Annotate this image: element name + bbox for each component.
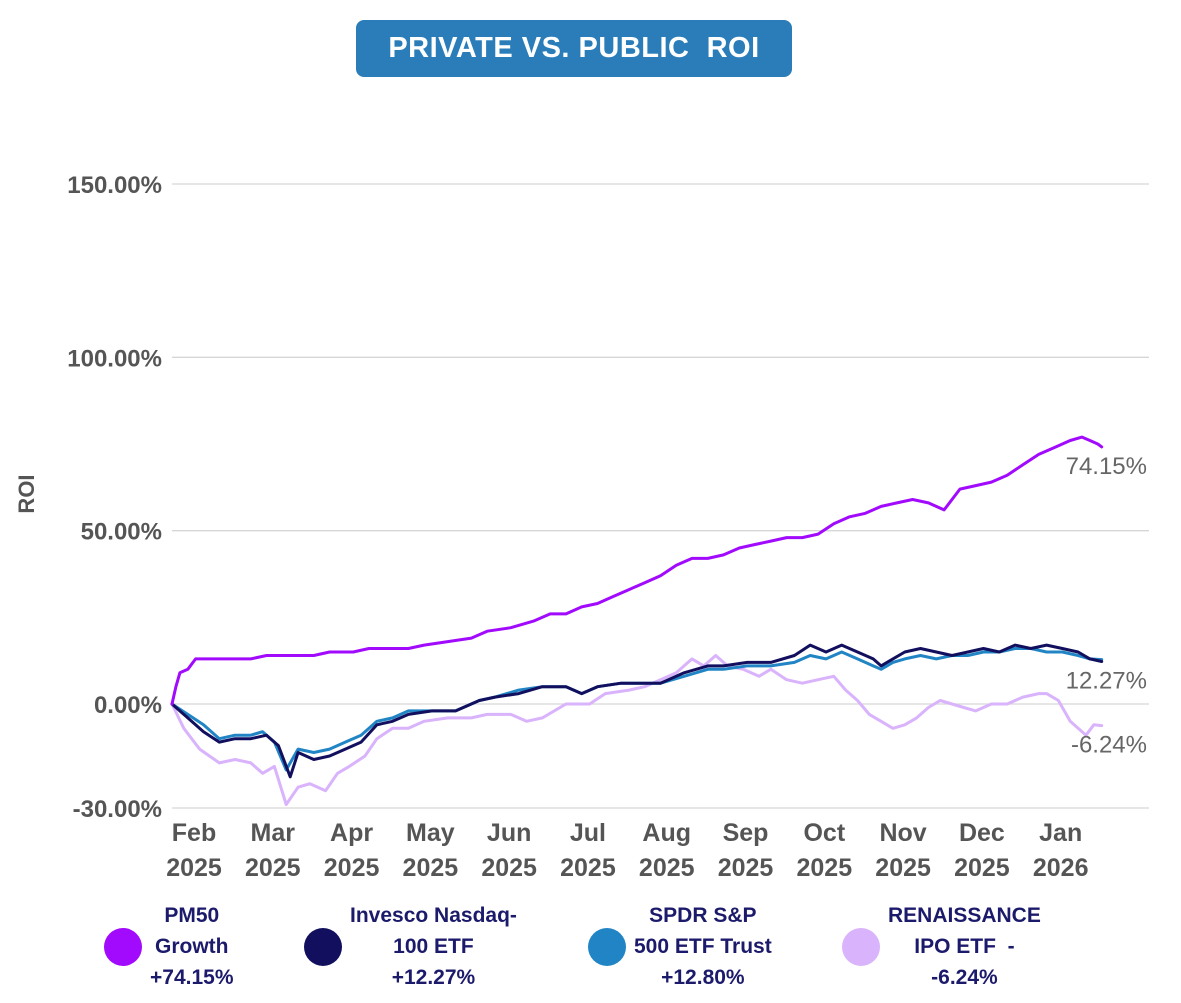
x-tick-label: Feb (172, 819, 216, 847)
legend-marker-spdr (588, 927, 626, 966)
legend: PM50 Growth +74.15% Invesco Nasdaq- 100 … (0, 900, 1181, 1003)
series-line[interactable] (170, 643, 1104, 779)
legend-line: 500 ETF Trust (634, 935, 772, 958)
x-tick-label: 2025 (718, 854, 774, 882)
x-tick-label: Nov (879, 819, 926, 847)
legend-item-renaissance[interactable]: RENAISSANCE IPO ETF - -6.24% (842, 900, 1041, 993)
y-tick-label: -30.00% (73, 796, 162, 823)
y-tick-label: 100.00% (67, 345, 162, 372)
legend-line: +12.80% (661, 966, 745, 989)
x-tick-label: 2025 (639, 854, 695, 882)
x-tick-label: Aug (642, 819, 691, 847)
legend-line: +12.27% (391, 966, 476, 989)
legend-text-renaissance: RENAISSANCE IPO ETF - -6.24% (888, 900, 1041, 993)
legend-line: -6.24% (931, 966, 998, 989)
legend-marker-pm50 (104, 927, 142, 966)
x-axis-ticks: Feb 2025 Mar 2025 Apr 2025 May 2025 Jun 2025 Jul 20… (166, 819, 1088, 882)
x-tick-label: 2025 (403, 854, 459, 882)
x-tick-label: 2026 (1033, 854, 1089, 882)
legend-line: 100 ETF (393, 935, 474, 958)
x-tick-label: 2025 (481, 854, 537, 882)
x-tick-label: 2025 (245, 854, 301, 882)
series-end-label: 74.15% (1066, 453, 1147, 480)
grid-lines (172, 183, 1149, 809)
series-lines (170, 435, 1104, 806)
x-tick-label: Sep (723, 819, 769, 847)
series-line[interactable] (170, 654, 1104, 806)
x-tick-label: 2025 (560, 854, 616, 882)
legend-line: RENAISSANCE (888, 904, 1041, 927)
x-tick-label: Jun (487, 819, 531, 847)
legend-line: IPO ETF - (914, 935, 1015, 958)
legend-line: SPDR S&P (649, 904, 757, 927)
series-end-label: -6.24% (1071, 732, 1147, 759)
legend-marker-renaissance (842, 927, 880, 966)
x-tick-label: 2025 (166, 854, 222, 882)
series-line[interactable] (170, 435, 1104, 706)
legend-line: +74.15% (150, 966, 234, 989)
roi-line-chart: 150.00% 100.00% 50.00% 0.00% -30.00% Feb 2025… (14, 172, 1149, 882)
y-axis-ticks: 150.00% 100.00% 50.00% 0.00% -30.00% (67, 172, 162, 823)
legend-line: PM50 (164, 904, 220, 927)
y-tick-label: 0.00% (94, 692, 162, 719)
x-tick-label: Dec (959, 819, 1005, 847)
series-line[interactable] (170, 647, 1104, 772)
end-labels: -6.24% 12.27% 74.15% (1066, 453, 1147, 759)
x-tick-label: 2025 (324, 854, 380, 882)
legend-item-spdr[interactable]: SPDR S&P 500 ETF Trust +12.80% (588, 900, 772, 993)
x-tick-label: Jan (1039, 819, 1082, 847)
y-tick-label: 150.00% (67, 172, 162, 199)
legend-text-pm50: PM50 Growth +74.15% (150, 900, 234, 993)
x-tick-label: Mar (251, 819, 296, 847)
x-tick-label: May (406, 819, 455, 847)
legend-item-pm50[interactable]: PM50 Growth +74.15% (104, 900, 234, 993)
legend-line: Invesco Nasdaq- (350, 904, 517, 927)
legend-text-spdr: SPDR S&P 500 ETF Trust +12.80% (634, 900, 772, 993)
x-tick-label: Oct (803, 819, 845, 847)
legend-item-invesco[interactable]: Invesco Nasdaq- 100 ETF +12.27% (304, 900, 517, 993)
x-tick-label: 2025 (954, 854, 1010, 882)
x-tick-label: Jul (570, 819, 606, 847)
series-end-label: 12.27% (1066, 667, 1147, 694)
chart-title: PRIVATE VS. PUBLIC ROI (356, 20, 792, 77)
legend-marker-invesco (304, 927, 342, 966)
y-tick-label: 50.00% (81, 519, 162, 546)
legend-text-invesco: Invesco Nasdaq- 100 ETF +12.27% (350, 900, 517, 993)
legend-line: Growth (155, 935, 229, 958)
x-tick-label: 2025 (797, 854, 853, 882)
x-tick-label: 2025 (875, 854, 931, 882)
x-tick-label: Apr (330, 819, 373, 847)
y-axis-label: ROI (14, 474, 39, 513)
